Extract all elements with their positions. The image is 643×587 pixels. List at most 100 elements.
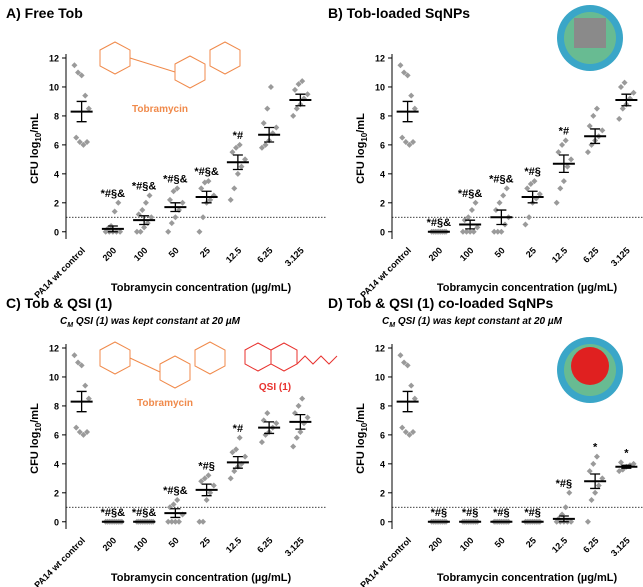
panel-title: A) Free Tob	[6, 5, 83, 21]
x-tick-label: PA14 wt control	[32, 245, 87, 300]
qsi-label: QSI (1)	[259, 382, 291, 393]
data-point	[174, 185, 181, 192]
ylabel-part: /mL	[29, 403, 41, 423]
data-point	[76, 138, 83, 145]
data-point	[82, 92, 89, 99]
data-point	[617, 83, 624, 90]
data-point	[397, 352, 404, 359]
data-point	[170, 188, 177, 195]
significance-label: *#§&	[163, 173, 188, 185]
y-tick-label: 0	[54, 227, 59, 237]
data-point	[293, 105, 300, 112]
data-point	[590, 112, 597, 119]
data-point	[590, 460, 597, 467]
x-tick-label: 100	[458, 245, 476, 263]
data-point	[593, 105, 600, 112]
data-point	[242, 453, 249, 460]
data-point	[229, 149, 236, 156]
data-point	[404, 362, 411, 369]
data-point	[207, 489, 214, 496]
data-point	[299, 78, 306, 85]
y-tick-label: 12	[375, 54, 385, 64]
data-point	[200, 214, 207, 221]
tobramycin-structure	[99, 41, 241, 89]
y-tick-label: 12	[49, 54, 59, 64]
significance-label: *#§&	[163, 485, 188, 497]
data-point	[198, 185, 205, 192]
data-point	[111, 208, 118, 215]
data-point	[410, 138, 417, 145]
data-point	[233, 446, 240, 453]
data-point	[522, 221, 529, 228]
data-point	[527, 180, 534, 187]
data-point	[291, 86, 298, 93]
error-bar	[201, 483, 212, 497]
data-point	[297, 428, 304, 435]
data-point	[595, 482, 602, 489]
data-point	[616, 115, 623, 122]
y-tick-label: 2	[54, 488, 59, 498]
data-point	[408, 92, 415, 99]
x-axis-label: Tobramycin concentration (µg/mL)	[437, 572, 618, 584]
data-point	[227, 475, 234, 482]
y-tick-label: 0	[380, 227, 385, 237]
data-point	[264, 105, 271, 112]
data-point	[231, 468, 238, 475]
data-point	[260, 417, 267, 424]
x-tick-label: 50	[167, 245, 181, 259]
subtitle-part: C	[60, 316, 68, 327]
data-point	[168, 518, 175, 525]
data-point	[264, 410, 271, 417]
ylabel-part: CFU log	[29, 142, 41, 184]
data-point	[536, 191, 543, 198]
data-point	[84, 138, 91, 145]
y-axis-label: CFU log10/mL	[355, 403, 369, 474]
data-point	[85, 395, 92, 402]
molecule-label: Tobramycin	[137, 398, 193, 409]
error-bar	[558, 515, 569, 523]
error-bar	[590, 473, 601, 490]
x-tick-label: 3.125	[609, 535, 632, 558]
data-point	[141, 224, 148, 231]
data-point	[568, 518, 575, 525]
data-point	[75, 69, 82, 76]
error-bar	[527, 190, 538, 204]
data-point	[203, 497, 210, 504]
error-bar	[558, 154, 569, 174]
panel-title: B) Tob-loaded SqNPs	[328, 5, 470, 21]
significance-label: *#§&	[427, 217, 452, 229]
x-tick-label: 12.5	[550, 245, 569, 264]
significance-label: *#	[559, 126, 569, 138]
y-axis-label: CFU log10/mL	[355, 113, 369, 184]
data-point	[210, 482, 217, 489]
data-point	[406, 431, 413, 438]
data-point	[258, 439, 265, 446]
data-point	[593, 453, 600, 460]
ylabel-part: /mL	[355, 403, 367, 423]
data-point	[262, 141, 269, 148]
data-point	[406, 141, 413, 148]
data-point	[273, 124, 280, 131]
significance-label: *#§	[462, 507, 479, 519]
data-point	[236, 141, 243, 148]
data-point	[168, 220, 175, 227]
ylabel-part: 10	[34, 422, 43, 431]
x-axis-label: Tobramycin concentration (µg/mL)	[111, 572, 292, 584]
data-point	[599, 475, 606, 482]
x-axis-label: Tobramycin concentration (µg/mL)	[437, 282, 618, 294]
data-point	[584, 518, 591, 525]
x-tick-label: 25	[198, 245, 212, 259]
ylabel-part: CFU log	[355, 432, 367, 474]
ylabel-part: CFU log	[355, 142, 367, 184]
error-bar	[264, 126, 275, 143]
data-point	[115, 199, 122, 206]
data-point	[524, 185, 531, 192]
subtitle-part: QSI (1) was kept constant at 20 µM	[73, 316, 241, 327]
data-point	[401, 69, 408, 76]
data-point	[196, 228, 203, 235]
data-point	[399, 134, 406, 141]
x-tick-label: 25	[198, 535, 212, 549]
data-point	[402, 428, 409, 435]
ylabel-part: CFU log	[29, 432, 41, 474]
data-point	[463, 228, 470, 235]
